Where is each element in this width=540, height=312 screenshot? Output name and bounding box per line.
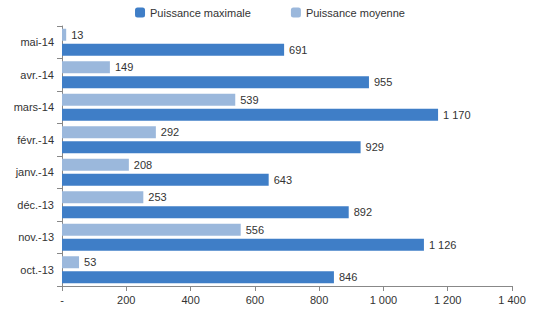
svg-text:-: - bbox=[60, 294, 64, 306]
svg-text:208: 208 bbox=[134, 159, 152, 171]
svg-text:846: 846 bbox=[339, 271, 357, 283]
svg-text:Puissance moyenne: Puissance moyenne bbox=[306, 7, 405, 19]
svg-text:929: 929 bbox=[366, 141, 384, 153]
svg-text:janv.-14: janv.-14 bbox=[15, 166, 54, 178]
svg-text:400: 400 bbox=[181, 294, 199, 306]
svg-text:Puissance maximale: Puissance maximale bbox=[150, 7, 251, 19]
svg-text:nov.-13: nov.-13 bbox=[18, 231, 54, 243]
svg-text:mars-14: mars-14 bbox=[14, 101, 54, 113]
svg-text:200: 200 bbox=[117, 294, 135, 306]
svg-text:oct.-13: oct.-13 bbox=[20, 264, 54, 276]
svg-text:1 400: 1 400 bbox=[498, 294, 526, 306]
svg-text:1 000: 1 000 bbox=[370, 294, 398, 306]
svg-text:691: 691 bbox=[289, 44, 307, 56]
svg-text:1 126: 1 126 bbox=[429, 239, 457, 251]
svg-text:539: 539 bbox=[240, 94, 258, 106]
svg-text:955: 955 bbox=[374, 76, 392, 88]
svg-text:févr.-14: févr.-14 bbox=[17, 134, 54, 146]
svg-text:600: 600 bbox=[246, 294, 264, 306]
svg-text:149: 149 bbox=[115, 61, 133, 73]
svg-text:1 170: 1 170 bbox=[443, 109, 471, 121]
svg-text:1 200: 1 200 bbox=[434, 294, 462, 306]
svg-text:avr.-14: avr.-14 bbox=[20, 69, 54, 81]
svg-text:13: 13 bbox=[71, 29, 83, 41]
svg-text:292: 292 bbox=[161, 126, 179, 138]
svg-text:643: 643 bbox=[274, 174, 292, 186]
svg-text:253: 253 bbox=[148, 191, 166, 203]
svg-text:800: 800 bbox=[310, 294, 328, 306]
svg-text:mai-14: mai-14 bbox=[20, 36, 54, 48]
svg-text:53: 53 bbox=[84, 256, 96, 268]
svg-text:déc.-13: déc.-13 bbox=[17, 199, 54, 211]
svg-text:892: 892 bbox=[354, 206, 372, 218]
svg-text:556: 556 bbox=[246, 224, 264, 236]
